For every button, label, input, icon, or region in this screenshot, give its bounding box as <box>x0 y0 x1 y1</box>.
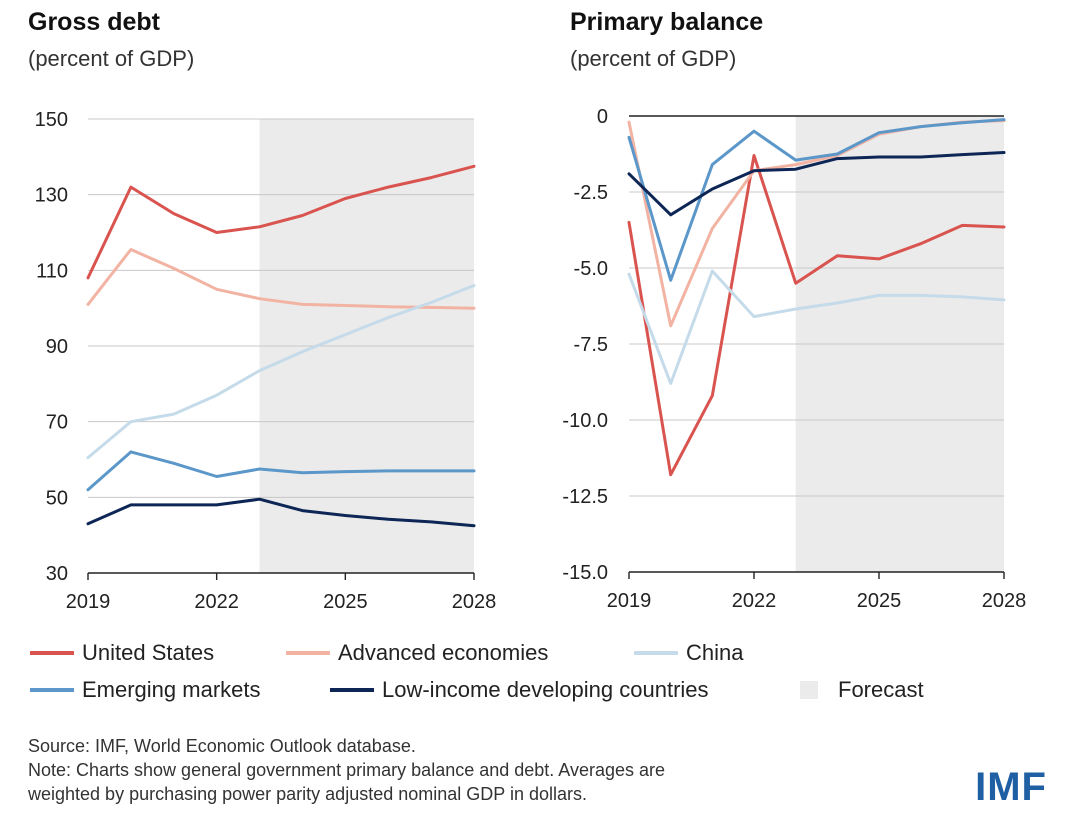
right-chart-subtitle: (percent of GDP) <box>570 46 737 71</box>
right-y-tick-label: -12.5 <box>562 486 608 508</box>
legend-swatch-forecast <box>800 681 818 699</box>
left-y-tick-label: 70 <box>46 412 68 434</box>
right-series-china <box>627 269 1006 385</box>
right-series-united-states <box>627 154 1006 477</box>
right-y-tick-label: -10.0 <box>562 410 608 432</box>
legend-label-low-income: Low-income developing countries <box>382 677 709 702</box>
legend-swatch-china <box>634 651 678 655</box>
legend-item-forecast: Forecast <box>786 677 924 703</box>
right-y-tick-label: -5.0 <box>574 258 608 280</box>
right-series-low-income-developing-countries <box>627 151 1006 217</box>
legend-swatch-emerging-markets <box>30 688 74 692</box>
source-note: Source: IMF, World Economic Outlook data… <box>28 736 416 756</box>
left-chart-subtitle: (percent of GDP) <box>28 46 195 71</box>
legend-swatch-advanced-economies <box>286 651 330 655</box>
right-y-tick-label: -7.5 <box>574 334 608 356</box>
right-x-tick-label: 2028 <box>982 590 1027 612</box>
left-y-tick-label: 150 <box>35 109 68 131</box>
left-series-low-income-developing-countries <box>86 497 476 528</box>
legend-label-advanced-economies: Advanced economies <box>338 640 549 665</box>
charts-canvas: 150 130 110 90 70 50 30 2019 2022 2025 2028 0 -2.5 -5… <box>35 106 1027 613</box>
legend-item-united-states: United States <box>30 640 214 666</box>
legend-item-low-income: Low-income developing countries <box>330 677 709 703</box>
right-chart-title: Primary balance <box>570 8 764 36</box>
left-x-tick-label: 2025 <box>323 591 368 613</box>
left-x-tick-label: 2019 <box>66 591 111 613</box>
left-chart-title: Gross debt <box>28 8 160 36</box>
legend-label-china: China <box>686 640 744 665</box>
left-y-tick-label: 90 <box>46 336 68 358</box>
right-x-tick-label: 2025 <box>857 590 902 612</box>
left-y-tick-label: 30 <box>46 563 68 585</box>
left-y-tick-label: 50 <box>46 487 68 509</box>
left-x-tick-label: 2022 <box>194 591 239 613</box>
legend-item-advanced-economies: Advanced economies <box>286 640 548 666</box>
legend-label-forecast: Forecast <box>838 677 924 702</box>
right-y-tick-label: 0 <box>597 106 608 128</box>
imf-logo: IMF <box>975 765 1047 809</box>
footnotes: Source: IMF, World Economic Outlook data… <box>28 734 665 806</box>
left-y-tick-label: 110 <box>36 260 68 282</box>
right-x-tick-label: 2022 <box>732 590 777 612</box>
left-x-tick-label: 2028 <box>452 591 497 613</box>
legend-swatch-united-states <box>30 651 74 655</box>
right-y-tick-label: -2.5 <box>574 182 608 204</box>
legend-label-emerging-markets: Emerging markets <box>82 677 261 702</box>
right-x-tick-label: 2019 <box>607 590 652 612</box>
right-series-emerging-markets <box>627 118 1006 282</box>
note-line-1: Note: Charts show general government pri… <box>28 760 666 780</box>
left-series-china <box>86 284 476 460</box>
left-y-tick-label: 130 <box>35 185 68 207</box>
left-series-united-states <box>86 164 476 280</box>
legend-label-united-states: United States <box>82 640 215 665</box>
left-series-emerging-markets <box>86 450 476 492</box>
legend-item-emerging-markets: Emerging markets <box>30 677 261 703</box>
left-series-advanced-economies <box>86 248 476 310</box>
right-y-tick-label: -15.0 <box>562 562 608 584</box>
legend-swatch-low-income <box>330 688 374 692</box>
note-line-2: weighted by purchasing power parity adju… <box>28 784 587 804</box>
legend-item-china: China <box>634 640 743 666</box>
